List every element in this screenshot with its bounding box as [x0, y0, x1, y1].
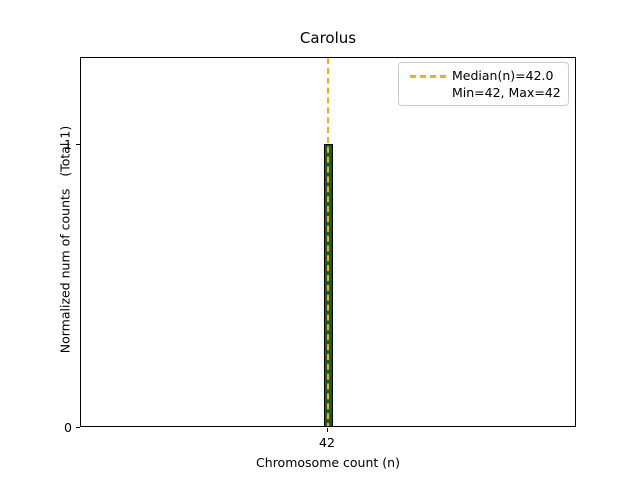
y-tick-label-1: 1 — [64, 137, 72, 152]
plot-area — [80, 57, 576, 427]
dashed-line-icon — [410, 75, 446, 78]
legend-handle-wrapper — [406, 68, 450, 85]
y-axis-label: Normalized num of counts (Total 1) — [57, 125, 73, 354]
legend-label-minmax: Min=42, Max=42 — [452, 85, 561, 100]
median-line — [327, 58, 329, 426]
y-tick-mark-0 — [76, 427, 80, 428]
legend-text-wrapper: Median(n)=42.0 Min=42, Max=42 — [452, 67, 561, 101]
page-title: Carolus — [299, 29, 357, 47]
x-axis-label: Chromosome count (n) — [256, 455, 400, 470]
x-tick-label-42: 42 — [319, 435, 335, 450]
y-tick-label-0: 0 — [64, 420, 72, 435]
legend: Median(n)=42.0 Min=42, Max=42 — [398, 62, 569, 106]
x-tick-mark-42 — [327, 428, 328, 432]
legend-label-median: Median(n)=42.0 — [452, 68, 554, 83]
y-tick-mark-1 — [76, 144, 80, 145]
